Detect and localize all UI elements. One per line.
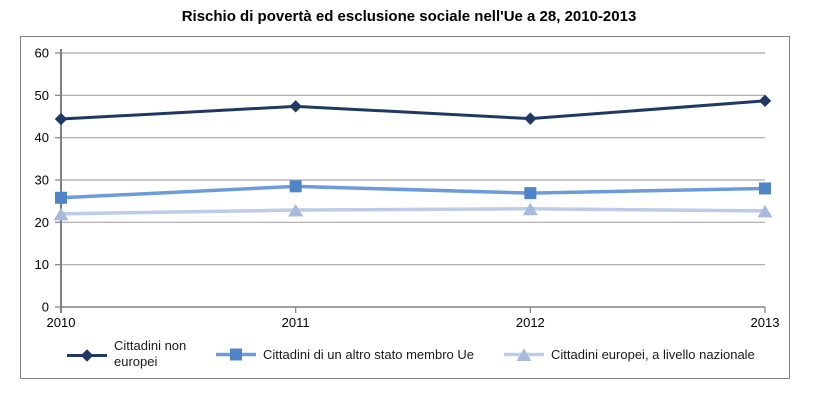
y-tick-label: 0: [42, 300, 49, 315]
series-line-0: [60, 99, 766, 121]
data-point-s1-2013: [759, 182, 771, 195]
legend-marker-triangle-icon: [504, 348, 544, 361]
triangle-glyph: [516, 348, 532, 361]
diamond-glyph: [80, 349, 94, 362]
x-tick-label: 2010: [47, 315, 76, 330]
y-tick-label: 60: [35, 46, 49, 61]
legend-marker-square-icon: [216, 348, 256, 361]
legend-marker-diamond-icon: [67, 349, 107, 362]
series-line-2: [60, 207, 766, 216]
data-point-s2-2011: [288, 204, 304, 217]
legend-item-2: Cittadini europei, a livello nazionale: [504, 347, 755, 363]
y-tick-label: 10: [35, 257, 49, 272]
y-tick-label: 40: [35, 130, 49, 145]
legend-label: Cittadini europei, a livello nazionale: [551, 347, 755, 362]
x-tick-label: 2011: [282, 315, 310, 330]
chart-area: 0 10 20 30 40 50 60 2010 2011 2012 2013 Cittadini …: [20, 36, 790, 379]
y-tick-label: 30: [35, 173, 49, 188]
legend-item-0: Cittadini non europei: [67, 338, 222, 370]
x-tick-label: 2012: [516, 315, 545, 330]
data-point-s2-2012: [522, 202, 538, 216]
data-point-s1-2010: [55, 191, 67, 204]
legend-label: Cittadini di un altro stato membro Ue: [263, 347, 474, 362]
legend-item-1: Cittadini di un altro stato membro Ue: [216, 347, 474, 363]
data-point-s1-2012: [524, 187, 537, 200]
data-point-s2-2013: [757, 204, 773, 218]
legend-label: Cittadini non europei: [114, 338, 187, 369]
data-point-s1-2011: [289, 180, 302, 193]
y-tick-label: 20: [35, 215, 49, 230]
data-point-s0-2012: [524, 112, 537, 125]
data-point-s0-2013: [758, 94, 772, 108]
chart-title: Rischio di povertà ed esclusione sociale…: [181, 8, 637, 25]
data-point-s0-2010: [54, 112, 68, 126]
data-point-s2-2010: [53, 207, 69, 221]
data-point-s0-2011: [289, 100, 302, 113]
series-line-1: [60, 184, 766, 200]
square-glyph: [230, 348, 242, 361]
plot-svg: 0 10 20 30 40 50 60 2010 2011 2012 2013: [35, 46, 780, 331]
y-tick-label: 50: [35, 88, 49, 103]
x-tick-label: 2013: [751, 315, 780, 330]
